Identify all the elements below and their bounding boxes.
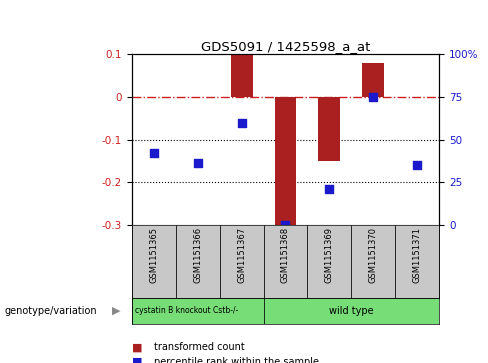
Bar: [132, 225, 176, 298]
Bar: [132, 298, 264, 324]
Bar: [351, 225, 395, 298]
Point: [369, 94, 377, 100]
Point: [194, 160, 202, 166]
Bar: [176, 225, 220, 298]
Text: transformed count: transformed count: [154, 342, 244, 352]
Point: [413, 162, 421, 168]
Text: cystatin B knockout Cstb-/-: cystatin B knockout Cstb-/-: [135, 306, 238, 315]
Text: ■: ■: [132, 342, 142, 352]
Bar: [362, 63, 384, 97]
Text: genotype/variation: genotype/variation: [5, 306, 98, 316]
Text: ■: ■: [132, 357, 142, 363]
Bar: [307, 225, 351, 298]
Bar: [264, 225, 307, 298]
Bar: [395, 225, 439, 298]
Bar: [220, 225, 264, 298]
Bar: [264, 298, 439, 324]
Bar: [318, 97, 340, 161]
Text: GSM1151365: GSM1151365: [149, 227, 158, 283]
Point: [325, 186, 333, 192]
Title: GDS5091 / 1425598_a_at: GDS5091 / 1425598_a_at: [201, 40, 370, 53]
Point: [282, 222, 289, 228]
Point: [150, 150, 158, 155]
Text: GSM1151370: GSM1151370: [369, 227, 378, 283]
Bar: [230, 54, 253, 97]
Text: GSM1151366: GSM1151366: [193, 227, 202, 284]
Text: GSM1151369: GSM1151369: [325, 227, 334, 283]
Point: [238, 120, 245, 126]
Text: GSM1151371: GSM1151371: [413, 227, 422, 283]
Text: GSM1151367: GSM1151367: [237, 227, 246, 284]
Text: ▶: ▶: [112, 306, 121, 316]
Text: wild type: wild type: [329, 306, 374, 316]
Text: percentile rank within the sample: percentile rank within the sample: [154, 357, 319, 363]
Bar: [274, 97, 297, 225]
Text: GSM1151368: GSM1151368: [281, 227, 290, 284]
